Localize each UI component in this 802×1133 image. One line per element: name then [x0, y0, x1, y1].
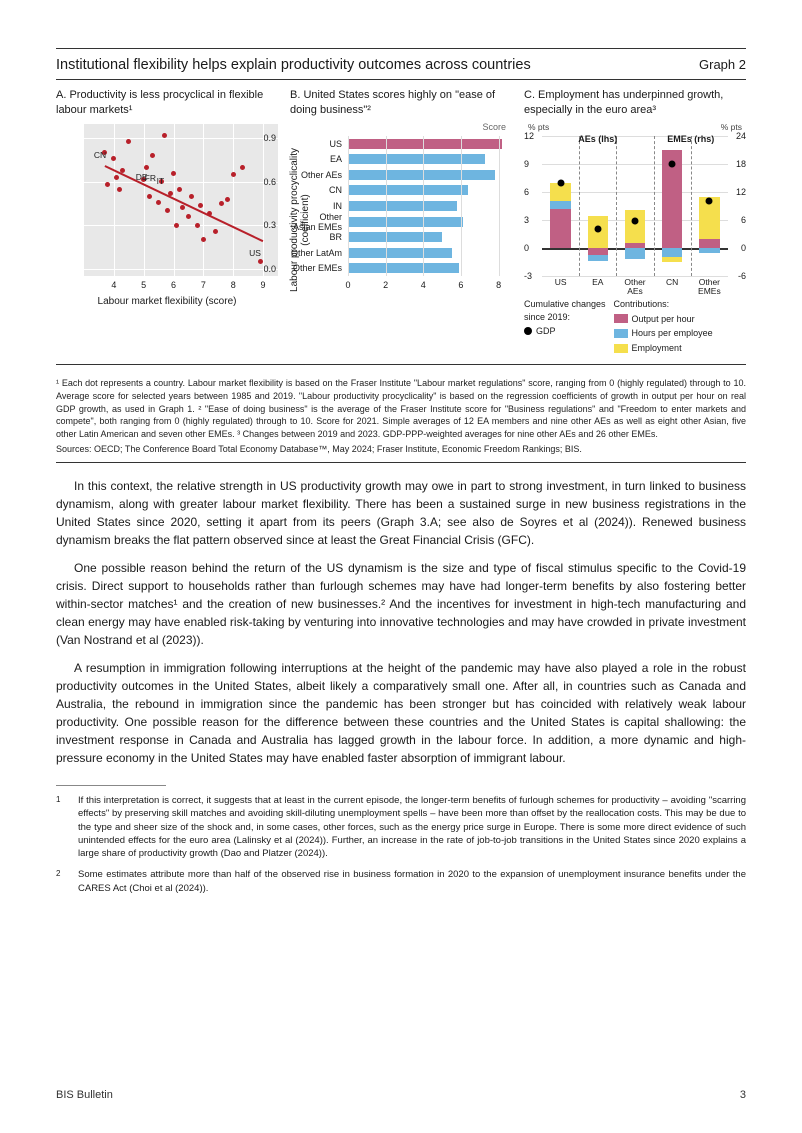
footnote-1-text: If this interpretation is correct, it su… — [78, 794, 746, 860]
panel-b: B. United States scores highly on "ease … — [290, 88, 512, 354]
panel-c-chart: % pts % pts -3-600366129181224AEs (lhs)E… — [524, 124, 746, 294]
panel-c-title: C. Employment has underpinned growth, es… — [524, 88, 746, 118]
legend-hours: Hours per employee — [614, 327, 713, 340]
body-text: In this context, the relative strength i… — [56, 477, 746, 767]
footnote-1-num: 1 — [56, 794, 66, 860]
mid-rule — [56, 79, 746, 80]
panel-b-chart: Score 02468 USEAOther AEsCNINOther Asian… — [290, 124, 512, 294]
footnote-2-text: Some estimates attribute more than half … — [78, 868, 746, 895]
footer-left: BIS Bulletin — [56, 1089, 113, 1101]
footer-right: 3 — [740, 1089, 746, 1101]
panel-c: C. Employment has underpinned growth, es… — [524, 88, 746, 354]
panel-a-chart: 0.00.30.60.9CNDEFRITUS 456789 Labour pro… — [56, 124, 278, 294]
top-rule — [56, 48, 746, 49]
notes-bottom-rule — [56, 462, 746, 463]
footnote-rule — [56, 785, 166, 786]
graph-title: Institutional flexibility helps explain … — [56, 57, 531, 73]
note-sources: Sources: OECD; The Conference Board Tota… — [56, 443, 746, 456]
legend-output: Output per hour — [614, 313, 713, 326]
box-icon — [614, 314, 628, 323]
graph-header: Institutional flexibility helps explain … — [56, 57, 746, 73]
paragraph-1: In this context, the relative strength i… — [56, 477, 746, 549]
box-icon — [614, 344, 628, 353]
panel-a: A. Productivity is less procyclical in f… — [56, 88, 278, 354]
panel-a-title: A. Productivity is less procyclical in f… — [56, 88, 278, 118]
footnote-2: 2 Some estimates attribute more than hal… — [56, 868, 746, 895]
chart-panels: A. Productivity is less procyclical in f… — [56, 88, 746, 354]
legend-gdp: GDP — [524, 325, 606, 338]
panel-b-title: B. United States scores highly on "ease … — [290, 88, 512, 118]
paragraph-2: One possible reason behind the return of… — [56, 559, 746, 649]
chart-notes: ¹ Each dot represents a country. Labour … — [56, 377, 746, 456]
panel-b-score-label: Score — [482, 122, 506, 132]
legend-employment: Employment — [614, 342, 713, 355]
dot-icon — [524, 327, 532, 335]
footnote-1: 1 If this interpretation is correct, it … — [56, 794, 746, 860]
paragraph-3: A resumption in immigration following in… — [56, 659, 746, 767]
legend-right-title: Contributions: — [614, 298, 713, 311]
footnote-2-num: 2 — [56, 868, 66, 895]
box-icon — [614, 329, 628, 338]
graph-number: Graph 2 — [699, 57, 746, 72]
note-text: ¹ Each dot represents a country. Labour … — [56, 377, 746, 440]
panels-bottom-rule — [56, 364, 746, 365]
panel-a-xlabel: Labour market flexibility (score) — [56, 296, 278, 307]
panel-c-legend: Cumulative changes since 2019: GDP Contr… — [524, 298, 746, 354]
legend-left-title: Cumulative changes since 2019: — [524, 298, 606, 323]
page-footer: BIS Bulletin 3 — [56, 1089, 746, 1101]
